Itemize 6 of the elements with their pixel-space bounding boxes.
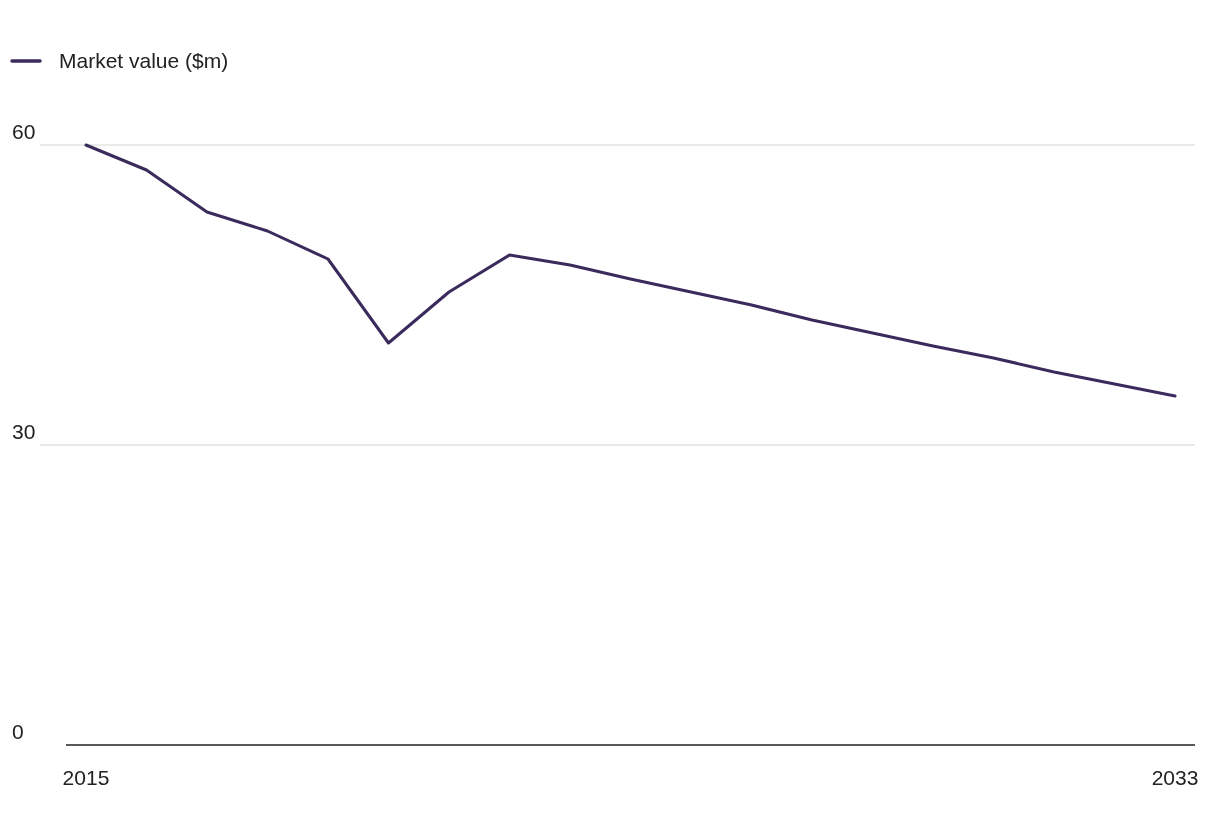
- x-tick-label: 2015: [62, 766, 110, 789]
- y-tick-label: 30: [12, 420, 36, 443]
- y-tick-label: 0: [12, 720, 24, 743]
- x-tick-label: 2033: [1151, 766, 1199, 789]
- y-tick-label: 60: [12, 120, 36, 143]
- legend-label: Market value ($m): [59, 49, 229, 72]
